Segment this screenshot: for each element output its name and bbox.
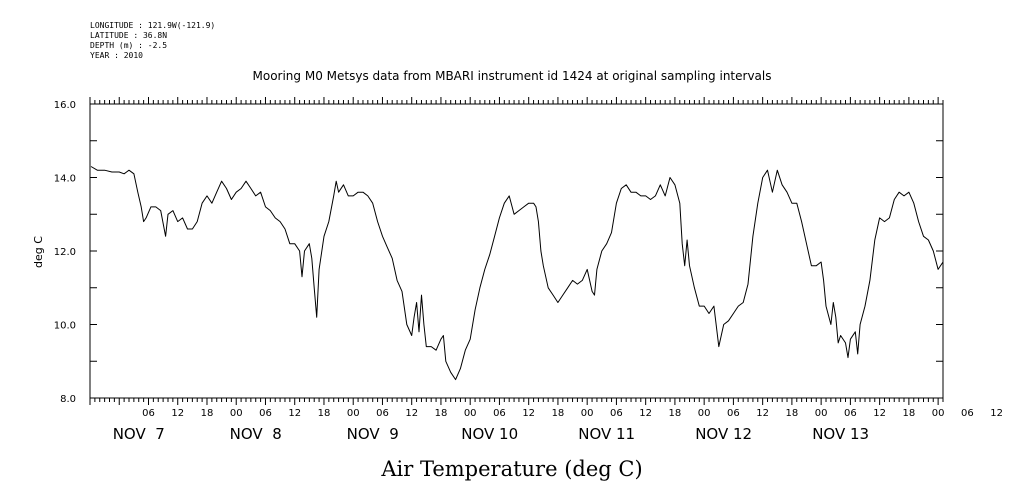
y-tick-label: 12.0 [54, 247, 76, 258]
x-tick-label: 00 [932, 408, 945, 419]
x-tick-label: 18 [903, 408, 916, 419]
y-tick-label: 10.0 [54, 321, 76, 332]
y-tick-label: 16.0 [54, 100, 76, 111]
x-tick-label: 00 [581, 408, 594, 419]
y-tick-label: 14.0 [54, 174, 76, 185]
x-tick-label: 06 [376, 408, 389, 419]
x-tick-label: 12 [171, 408, 184, 419]
series-line [90, 166, 944, 381]
x-tick-label: 06 [961, 408, 974, 419]
x-tick-label: 18 [201, 408, 214, 419]
x-tick-label: 00 [698, 408, 711, 419]
x-tick-label: 18 [435, 408, 448, 419]
longitude-label: LONGITUDE : 121.9W(-121.9) [90, 21, 216, 30]
series-group [90, 166, 944, 381]
y-tick-label: 8.0 [60, 394, 76, 405]
year-label: YEAR : 2010 [90, 51, 143, 60]
x-tick-label: 12 [639, 408, 652, 419]
x-tick-label: 12 [756, 408, 769, 419]
x-tick-label: 12 [405, 408, 418, 419]
x-tick-label: 06 [844, 408, 857, 419]
day-label: NOV 12 [695, 425, 752, 443]
day-label: NOV 9 [347, 425, 399, 443]
x-tick-label: 00 [815, 408, 828, 419]
x-axis-title: Air Temperature (deg C) [380, 457, 642, 481]
x-tick-label: 18 [552, 408, 565, 419]
x-tick-label: 18 [669, 408, 682, 419]
plot-frame [89, 103, 944, 399]
x-tick-label: 06 [493, 408, 506, 419]
x-tick-label: 12 [522, 408, 535, 419]
x-tick-label: 06 [610, 408, 623, 419]
y-axis-title: deg C [32, 236, 45, 268]
day-label: NOV 7 [113, 425, 165, 443]
x-tick-label: 00 [347, 408, 360, 419]
day-label: NOV 8 [230, 425, 282, 443]
x-tick-label: 12 [288, 408, 301, 419]
y-axis: 8.0 10.0 12.0 14.0 16.0 [54, 100, 943, 405]
day-label: NOV 11 [578, 425, 635, 443]
x-tick-label: 06 [727, 408, 740, 419]
x-tick-label: 00 [230, 408, 243, 419]
metadata-block: LONGITUDE : 121.9W(-121.9) LATITUDE : 36… [90, 21, 215, 61]
x-tick-label: 06 [142, 408, 155, 419]
chart-title: Mooring M0 Metsys data from MBARI instru… [253, 69, 772, 83]
day-label: NOV 13 [812, 425, 869, 443]
x-tick-label: 12 [990, 408, 1003, 419]
x-tick-label: 12 [873, 408, 886, 419]
x-axis: 06 12 18 00 06 12 18 00 06 12 18 00 06 12 18 00 06 12 18 00… [89, 97, 1003, 443]
x-tick-label: 00 [464, 408, 477, 419]
x-tick-label: 18 [786, 408, 799, 419]
latitude-label: LATITUDE : 36.8N [90, 31, 168, 40]
depth-label: DEPTH (m) : -2.5 [90, 41, 168, 50]
x-tick-label: 18 [318, 408, 331, 419]
day-label: NOV 10 [461, 425, 518, 443]
x-tick-label: 06 [259, 408, 272, 419]
